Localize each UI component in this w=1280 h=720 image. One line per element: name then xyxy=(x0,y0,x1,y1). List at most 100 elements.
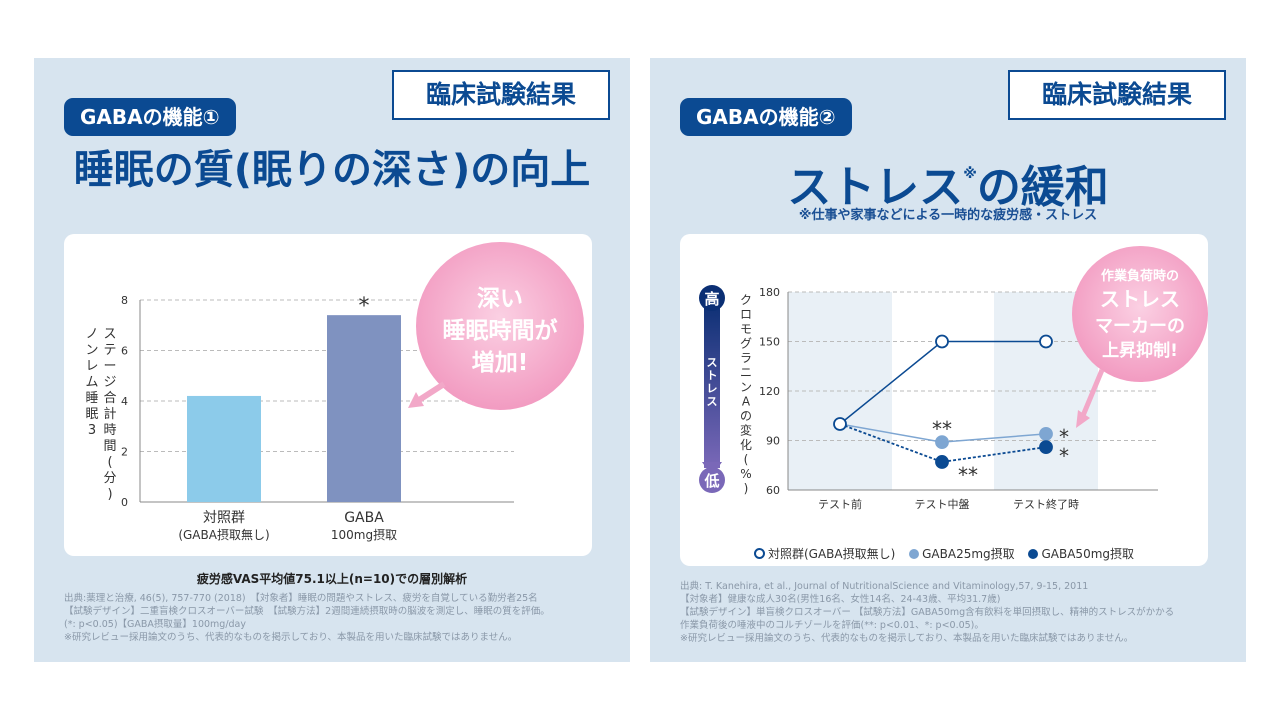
title-end: の緩和 xyxy=(976,162,1109,213)
scale-low-marker xyxy=(699,467,725,493)
panel-stress-relief: GABAの機能② 臨床試験結果 ストレス※の緩和 ※仕事や家事などによる一時的な… xyxy=(650,58,1246,662)
function-badge: GABAの機能② xyxy=(680,98,852,136)
callout-arrow xyxy=(414,381,446,405)
scale-high-marker xyxy=(699,285,725,311)
y-axis-label-char: ム xyxy=(85,375,98,390)
callout-line-2: ストレス xyxy=(1100,287,1180,311)
stress-scale-bar xyxy=(704,300,720,468)
y-tick-label: 2 xyxy=(121,446,128,459)
y-axis-label-char: ) xyxy=(107,487,112,502)
page-title: ストレス※の緩和 xyxy=(650,148,1246,215)
y-tick-label: 150 xyxy=(759,336,780,349)
y-tick-label: 120 xyxy=(759,385,780,398)
source-line: 作業負荷後の唾液中のコルチゾールを評価(**: p<0.01、*: p<0.05… xyxy=(680,620,984,631)
data-point xyxy=(935,455,949,469)
callout-arrow-head xyxy=(1076,410,1090,428)
bar xyxy=(187,395,261,502)
legend-item-gaba25: GABA25mg摂取 xyxy=(909,547,1015,561)
data-point xyxy=(1039,426,1053,441)
source-line: 【対象者】健康な成人30名(男性16名、女性14名、24-43歳、平均31.7歳… xyxy=(680,594,1001,605)
scale-high-label: 高 xyxy=(704,290,719,308)
x-tick-label: GABA xyxy=(344,510,384,526)
y-tick-label: 4 xyxy=(121,395,128,408)
y-tick-label: 180 xyxy=(759,286,780,299)
y-axis-label-char: 合 xyxy=(103,391,116,406)
data-point xyxy=(1039,440,1053,455)
callout-line-4: 上昇抑制! xyxy=(1102,340,1178,361)
data-point xyxy=(1039,334,1053,349)
y-axis-label-char: 変 xyxy=(740,423,752,438)
y-tick-label: 90 xyxy=(766,435,780,448)
x-tick-label: (GABA摂取無し) xyxy=(178,527,269,542)
significance-mark: ** xyxy=(932,417,952,441)
scale-mid-char: ト xyxy=(707,369,718,382)
callout-bubble xyxy=(1072,246,1208,382)
source-line: ※研究レビュー採用論文のうち、代表的なものを掲示しており、本製品を用いた臨床試験… xyxy=(680,633,1134,644)
scale-mid-char: ス xyxy=(707,356,718,369)
y-axis-label-char: ノ xyxy=(85,327,98,342)
title-main: ストレス xyxy=(787,162,964,213)
source-line: 出典: T. Kanehira, et al., Journal of Nutr… xyxy=(680,581,1089,592)
source-notes: 出典: T. Kanehira, et al., Journal of Nutr… xyxy=(680,580,1174,645)
y-axis-label-char: グ xyxy=(740,337,752,351)
callout-arrow xyxy=(1079,369,1105,419)
source-line: 【試験デザイン】二重盲検クロスオーバー試験 【試験方法】2週間連続摂取時の脳波を… xyxy=(64,606,550,617)
title-mark: ※ xyxy=(963,166,977,182)
y-axis-label-char: ラ xyxy=(740,351,752,365)
y-axis-label-char: 眠 xyxy=(85,407,98,422)
series-line xyxy=(839,423,1047,463)
y-axis-label-char: 化 xyxy=(740,438,752,452)
source-line: 【試験デザイン】単盲検クロスオーバー 【試験方法】GABA50mg含有飲料を単回… xyxy=(680,607,1175,618)
scale-mid-char: ス xyxy=(707,395,718,408)
callout-line-1: 作業負荷時の xyxy=(1101,268,1179,284)
callout-bubble xyxy=(416,242,584,410)
x-tick-label: テスト前 xyxy=(818,497,862,511)
scale-low-label: 低 xyxy=(703,472,719,490)
x-tick-label: 100mg摂取 xyxy=(331,527,397,542)
y-axis-label-char: ス xyxy=(103,327,116,342)
legend-item-gaba50: GABA50mg摂取 xyxy=(1028,547,1134,561)
y-tick-label: 0 xyxy=(121,496,128,509)
y-axis-label-char: ク xyxy=(740,293,752,307)
chart-caption: 疲労感VAS平均値75.1以上(n=10)での層別解析 xyxy=(196,572,468,586)
y-axis-label-char: ー xyxy=(103,359,116,374)
y-tick-label: 60 xyxy=(766,484,780,497)
chart-card: 0 2 4 6 8 対照群 (GABA摂取無し) GABA 100mg摂取 * ステージ合計時間… xyxy=(64,234,592,556)
y-axis-label-char: % xyxy=(740,467,751,481)
x-tick-label: テスト中盤 xyxy=(915,498,970,511)
y-axis-label-char: の xyxy=(740,409,752,423)
callout-line-2: 睡眠時間が xyxy=(443,317,558,344)
y-axis-label-char: ジ xyxy=(103,375,116,390)
y-axis-label-char: レ xyxy=(85,359,98,374)
source-line: (*: p<0.05)【GABA摂取量】100mg/day xyxy=(64,619,246,630)
x-tick-label: テスト終了時 xyxy=(1013,497,1079,511)
y-axis-label-char: ロ xyxy=(740,308,752,322)
clinical-result-label: 臨床試験結果 xyxy=(392,70,610,120)
y-axis-label-char: 睡 xyxy=(85,391,98,406)
y-axis-label-char: ) xyxy=(744,482,749,496)
source-line: ※研究レビュー採用論文のうち、代表的なものを掲示しており、本製品を用いた臨床試験… xyxy=(64,632,518,643)
significance-mark: * xyxy=(1059,444,1069,468)
callout-line-3: 増加! xyxy=(472,349,529,376)
significance-mark: ** xyxy=(958,463,978,487)
y-axis-label-char: 間 xyxy=(103,439,116,454)
y-axis-label-char: ン xyxy=(740,380,752,394)
y-axis-label-char: 時 xyxy=(103,423,116,438)
legend-item-control: 対照群(GABA摂取無し) xyxy=(753,547,895,561)
y-axis-label-char: ニ xyxy=(740,366,752,380)
panel-sleep-quality: GABAの機能① 臨床試験結果 睡眠の質(眠りの深さ)の向上 0 2 4 6 8 対照群… xyxy=(34,58,630,662)
y-axis-label-char: テ xyxy=(103,343,116,358)
y-axis-label-char: A xyxy=(742,395,751,409)
y-axis-label-char: モ xyxy=(740,322,752,336)
scale-mid-char: レ xyxy=(707,382,718,395)
y-axis-label-char: 3 xyxy=(88,423,96,438)
clinical-result-label: 臨床試験結果 xyxy=(1008,70,1226,120)
y-axis-label-char: ン xyxy=(85,343,98,358)
significance-mark: * xyxy=(359,294,370,319)
callout-line-3: マーカーの xyxy=(1095,316,1185,337)
y-axis-label-char: 計 xyxy=(103,406,116,422)
y-axis-label-char: ( xyxy=(744,453,749,467)
data-point xyxy=(935,334,949,349)
